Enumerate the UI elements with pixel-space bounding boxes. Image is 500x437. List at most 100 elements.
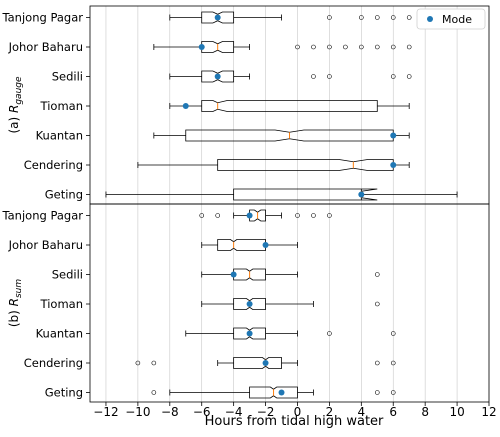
outlier-point — [374, 44, 380, 50]
outlier-point — [406, 74, 412, 79]
panel-frames — [89, 5, 490, 403]
notched-box — [217, 159, 394, 171]
x-axis-ticks: −12 −10 −8 −6 −4 −2 0 2 4 6 8 10 12 — [93, 402, 497, 419]
notched-box — [233, 188, 378, 201]
mode-point — [230, 271, 237, 278]
outlier-point — [390, 390, 396, 395]
outlier-point — [406, 44, 412, 50]
panel-label: (b) Rsum — [7, 279, 24, 328]
outlier-point — [311, 213, 316, 218]
outlier-point — [135, 360, 141, 366]
legend-box — [416, 8, 486, 30]
outlier-point — [311, 74, 316, 79]
mode-point — [246, 330, 253, 337]
box-tanjong-pagar — [199, 209, 332, 222]
station-label: Cendering — [24, 158, 83, 172]
outlier-point — [390, 44, 396, 50]
mode-point — [262, 360, 269, 366]
mode-point — [214, 73, 221, 80]
box-kuantan — [185, 327, 396, 340]
outlier-point — [151, 360, 157, 366]
box-geting — [151, 386, 396, 399]
mode-point — [182, 103, 189, 109]
station-label: Johor Baharu — [8, 40, 83, 54]
x-tick-label: 2 — [326, 405, 334, 419]
outlier-point — [343, 44, 348, 50]
x-tick-label: 6 — [389, 405, 397, 419]
mode-point — [246, 301, 253, 307]
x-tick-label: −4 — [225, 405, 243, 419]
box-sedili — [201, 268, 380, 281]
outlier-point — [374, 15, 380, 20]
x-tick-label: −6 — [193, 405, 211, 419]
box-cendering — [135, 357, 396, 369]
outlier-point — [327, 331, 332, 336]
box-kuantan — [153, 129, 410, 142]
panel-frame — [89, 5, 490, 205]
outlier-point — [327, 15, 332, 20]
notched-box — [201, 11, 235, 24]
x-axis-label: Hours from tidal high water — [205, 414, 384, 429]
outlier-point — [390, 331, 396, 336]
x-tick-label: 10 — [449, 405, 464, 419]
station-labels: Tanjong Pagar Johor Baharu Sedili Tioman Kua… — [2, 11, 90, 400]
x-tick-label: 0 — [294, 405, 302, 419]
notched-box — [249, 386, 298, 399]
outlier-point — [374, 272, 380, 277]
x-tick-label: 12 — [481, 405, 496, 419]
x-tick-label: 4 — [357, 405, 365, 419]
station-label: Tanjong Pagar — [2, 11, 84, 25]
station-label: Sedili — [52, 70, 83, 84]
panel-label: (a) Rgauge — [7, 76, 24, 134]
box-plots — [105, 11, 458, 399]
notched-box — [233, 298, 266, 310]
mode-point — [262, 242, 269, 248]
box-cendering — [137, 159, 410, 171]
x-tick-label: −10 — [125, 405, 150, 419]
notched-box — [201, 70, 235, 83]
box-tioman — [201, 298, 380, 310]
x-tick-label: 8 — [421, 405, 429, 419]
mode-point — [198, 44, 205, 50]
outlier-point — [374, 301, 380, 307]
legend: Mode — [416, 8, 486, 30]
station-label: Sedili — [52, 268, 83, 282]
outlier-point — [359, 15, 364, 20]
station-label: Johor Baharu — [8, 238, 83, 252]
outlier-point — [390, 15, 396, 20]
outlier-point — [374, 360, 380, 366]
legend-mode-marker — [427, 16, 433, 22]
outlier-point — [390, 360, 396, 366]
station-label: Kuantan — [36, 327, 83, 341]
x-tick-label: −2 — [257, 405, 275, 419]
outlier-point — [215, 213, 220, 218]
outlier-point — [199, 213, 205, 218]
outlier-point — [327, 213, 332, 218]
notched-box — [217, 239, 266, 251]
outlier-point — [359, 44, 364, 50]
box-tioman — [169, 100, 410, 112]
box-geting — [105, 188, 458, 201]
notched-box — [249, 209, 266, 222]
station-label: Geting — [45, 188, 83, 202]
box-tanjong-pagar — [169, 11, 412, 24]
outlier-point — [390, 74, 396, 79]
mode-point — [390, 162, 397, 168]
notched-box — [233, 357, 282, 369]
box-johor-baharu — [201, 239, 298, 251]
notched-box — [201, 41, 235, 53]
outlier-point — [406, 15, 412, 20]
station-label: Tanjong Pagar — [2, 209, 84, 223]
legend-mode-label: Mode — [442, 13, 472, 26]
outlier-point — [374, 390, 380, 395]
station-label: Kuantan — [36, 129, 83, 143]
mode-point — [390, 132, 397, 139]
station-label: Tioman — [40, 99, 83, 113]
x-tick-label: −12 — [93, 405, 118, 419]
mode-point — [278, 389, 285, 396]
box-sedili — [169, 70, 412, 83]
box-johor-baharu — [153, 41, 412, 53]
outlier-point — [295, 213, 300, 218]
notched-box — [233, 268, 266, 281]
